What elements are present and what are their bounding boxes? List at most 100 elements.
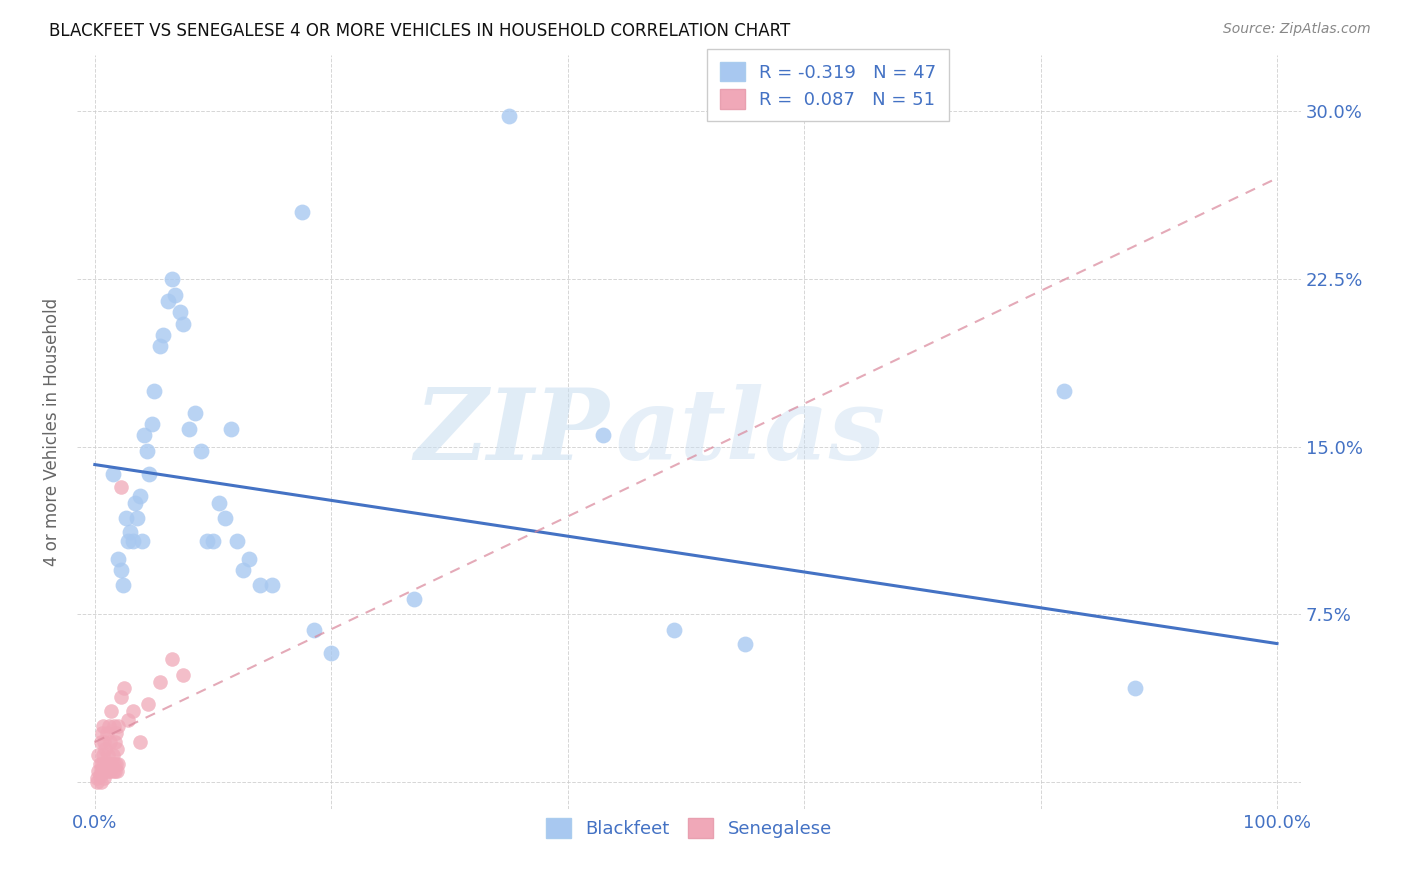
Point: [105, 741, 128, 756]
Point: [107, 719, 129, 733]
Point: [734, 636, 756, 650]
Point: [104, 735, 127, 749]
Point: [98, 764, 121, 778]
Point: [93, 757, 115, 772]
Point: [100, 704, 122, 718]
Point: [291, 204, 314, 219]
Point: [124, 495, 146, 509]
Point: [169, 305, 191, 319]
Point: [321, 646, 343, 660]
Point: [110, 480, 132, 494]
Point: [202, 533, 225, 548]
Text: Source: ZipAtlas.com: Source: ZipAtlas.com: [1223, 22, 1371, 37]
Point: [131, 533, 153, 548]
Point: [105, 757, 128, 772]
Point: [1123, 681, 1146, 696]
Point: [107, 757, 129, 772]
Point: [103, 757, 125, 772]
Point: [114, 511, 136, 525]
Point: [101, 764, 124, 778]
Point: [238, 551, 260, 566]
Point: [89, 757, 111, 772]
Point: [93, 771, 115, 785]
Point: [112, 578, 135, 592]
Point: [225, 533, 247, 548]
Legend: Blackfeet, Senegalese: Blackfeet, Senegalese: [538, 811, 839, 846]
Point: [105, 726, 128, 740]
Point: [90, 775, 112, 789]
Point: [90, 735, 112, 749]
Point: [117, 533, 139, 548]
Point: [97, 764, 120, 778]
Text: atlas: atlas: [616, 384, 886, 481]
Point: [141, 417, 163, 432]
Point: [86, 775, 108, 789]
Point: [179, 422, 201, 436]
Point: [97, 748, 120, 763]
Point: [98, 757, 121, 772]
Point: [89, 768, 111, 782]
Point: [104, 764, 127, 778]
Point: [195, 533, 218, 548]
Point: [103, 719, 125, 733]
Point: [98, 735, 121, 749]
Point: [110, 563, 132, 577]
Point: [100, 757, 122, 772]
Point: [128, 489, 150, 503]
Point: [96, 726, 118, 740]
Point: [90, 764, 112, 778]
Point: [214, 511, 236, 525]
Point: [110, 690, 132, 705]
Point: [90, 726, 112, 740]
Point: [184, 406, 207, 420]
Point: [662, 623, 685, 637]
Point: [160, 272, 183, 286]
Point: [117, 713, 139, 727]
Point: [87, 748, 110, 763]
Point: [149, 674, 172, 689]
Point: [208, 495, 231, 509]
Point: [98, 719, 121, 733]
Point: [136, 697, 159, 711]
Point: [302, 623, 325, 637]
Point: [232, 563, 254, 577]
Point: [91, 764, 114, 778]
Point: [138, 467, 160, 481]
Point: [149, 339, 172, 353]
Point: [94, 764, 117, 778]
Point: [173, 317, 195, 331]
Point: [135, 444, 157, 458]
Point: [498, 109, 520, 123]
Point: [87, 764, 110, 778]
Point: [127, 511, 149, 525]
Point: [173, 668, 195, 682]
Point: [142, 384, 165, 398]
Point: [128, 735, 150, 749]
Point: [160, 652, 183, 666]
Text: ZIP: ZIP: [415, 384, 609, 481]
Point: [96, 757, 118, 772]
Point: [1053, 384, 1076, 398]
Point: [121, 533, 143, 548]
Point: [101, 748, 124, 763]
Point: [152, 327, 174, 342]
Point: [120, 524, 142, 539]
Point: [157, 294, 180, 309]
Point: [165, 287, 187, 301]
Point: [91, 719, 114, 733]
Point: [93, 735, 115, 749]
Point: [134, 428, 156, 442]
Point: [112, 681, 135, 696]
Point: [105, 764, 128, 778]
Point: [249, 578, 271, 592]
Point: [101, 467, 124, 481]
Text: BLACKFEET VS SENEGALESE 4 OR MORE VEHICLES IN HOUSEHOLD CORRELATION CHART: BLACKFEET VS SENEGALESE 4 OR MORE VEHICL…: [49, 22, 790, 40]
Point: [219, 422, 242, 436]
Point: [121, 704, 143, 718]
Point: [90, 757, 112, 772]
Point: [91, 748, 114, 763]
Point: [107, 551, 129, 566]
Point: [592, 428, 614, 442]
Point: [86, 771, 108, 785]
Point: [94, 741, 117, 756]
